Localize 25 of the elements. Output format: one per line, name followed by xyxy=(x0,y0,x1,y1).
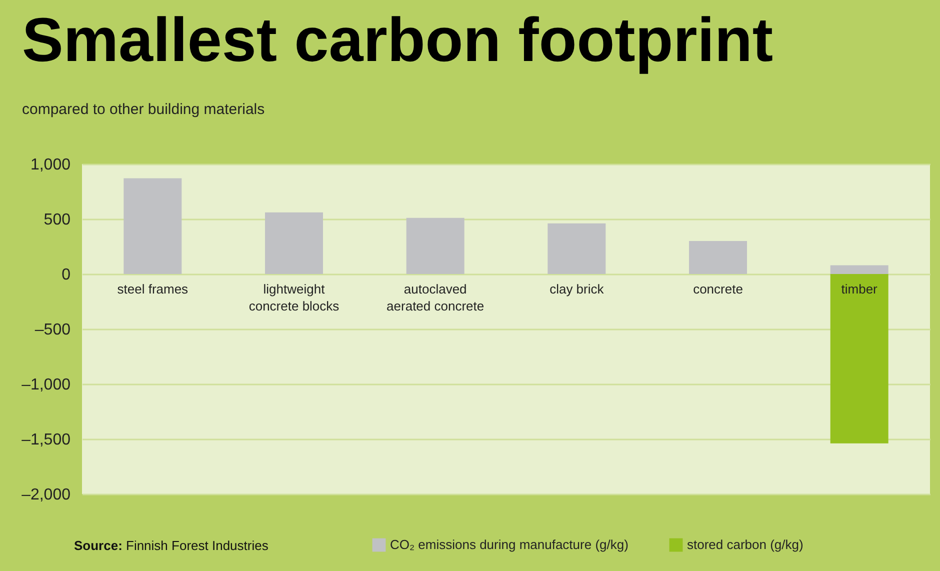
y-tick-label: 1,000 xyxy=(30,156,71,174)
chart-title: Smallest carbon footprint xyxy=(22,6,773,75)
bar xyxy=(830,274,888,444)
y-tick-label: 0 xyxy=(62,266,71,284)
y-tick-label: –500 xyxy=(34,322,71,338)
x-tick-label: steel frames xyxy=(117,282,189,296)
x-tick-label: concrete xyxy=(693,282,743,296)
legend-label: stored carbon (g/kg) xyxy=(687,537,804,552)
y-tick-label: –1,000 xyxy=(22,376,71,394)
y-tick-label: 500 xyxy=(44,212,71,228)
legend-label: CO₂ emissions during manufacture (g/kg) xyxy=(390,537,628,552)
y-tick-label: –1,500 xyxy=(22,432,71,448)
y-tick-label: –2,000 xyxy=(22,486,71,504)
chart-subtitle: compared to other building materials xyxy=(22,101,265,118)
x-tick-label: lightweight concrete blocks xyxy=(248,282,340,314)
bar xyxy=(830,265,888,274)
x-tick-label: autoclaved aerated concrete xyxy=(386,282,484,314)
bar xyxy=(689,241,747,274)
bar xyxy=(265,212,323,274)
source-note: Source: Finnish Forest Industries xyxy=(74,538,269,553)
x-tick-label: timber xyxy=(841,282,878,296)
bar xyxy=(548,223,606,274)
bar xyxy=(406,218,464,274)
bar xyxy=(124,178,182,274)
x-tick-label: clay brick xyxy=(550,282,604,296)
